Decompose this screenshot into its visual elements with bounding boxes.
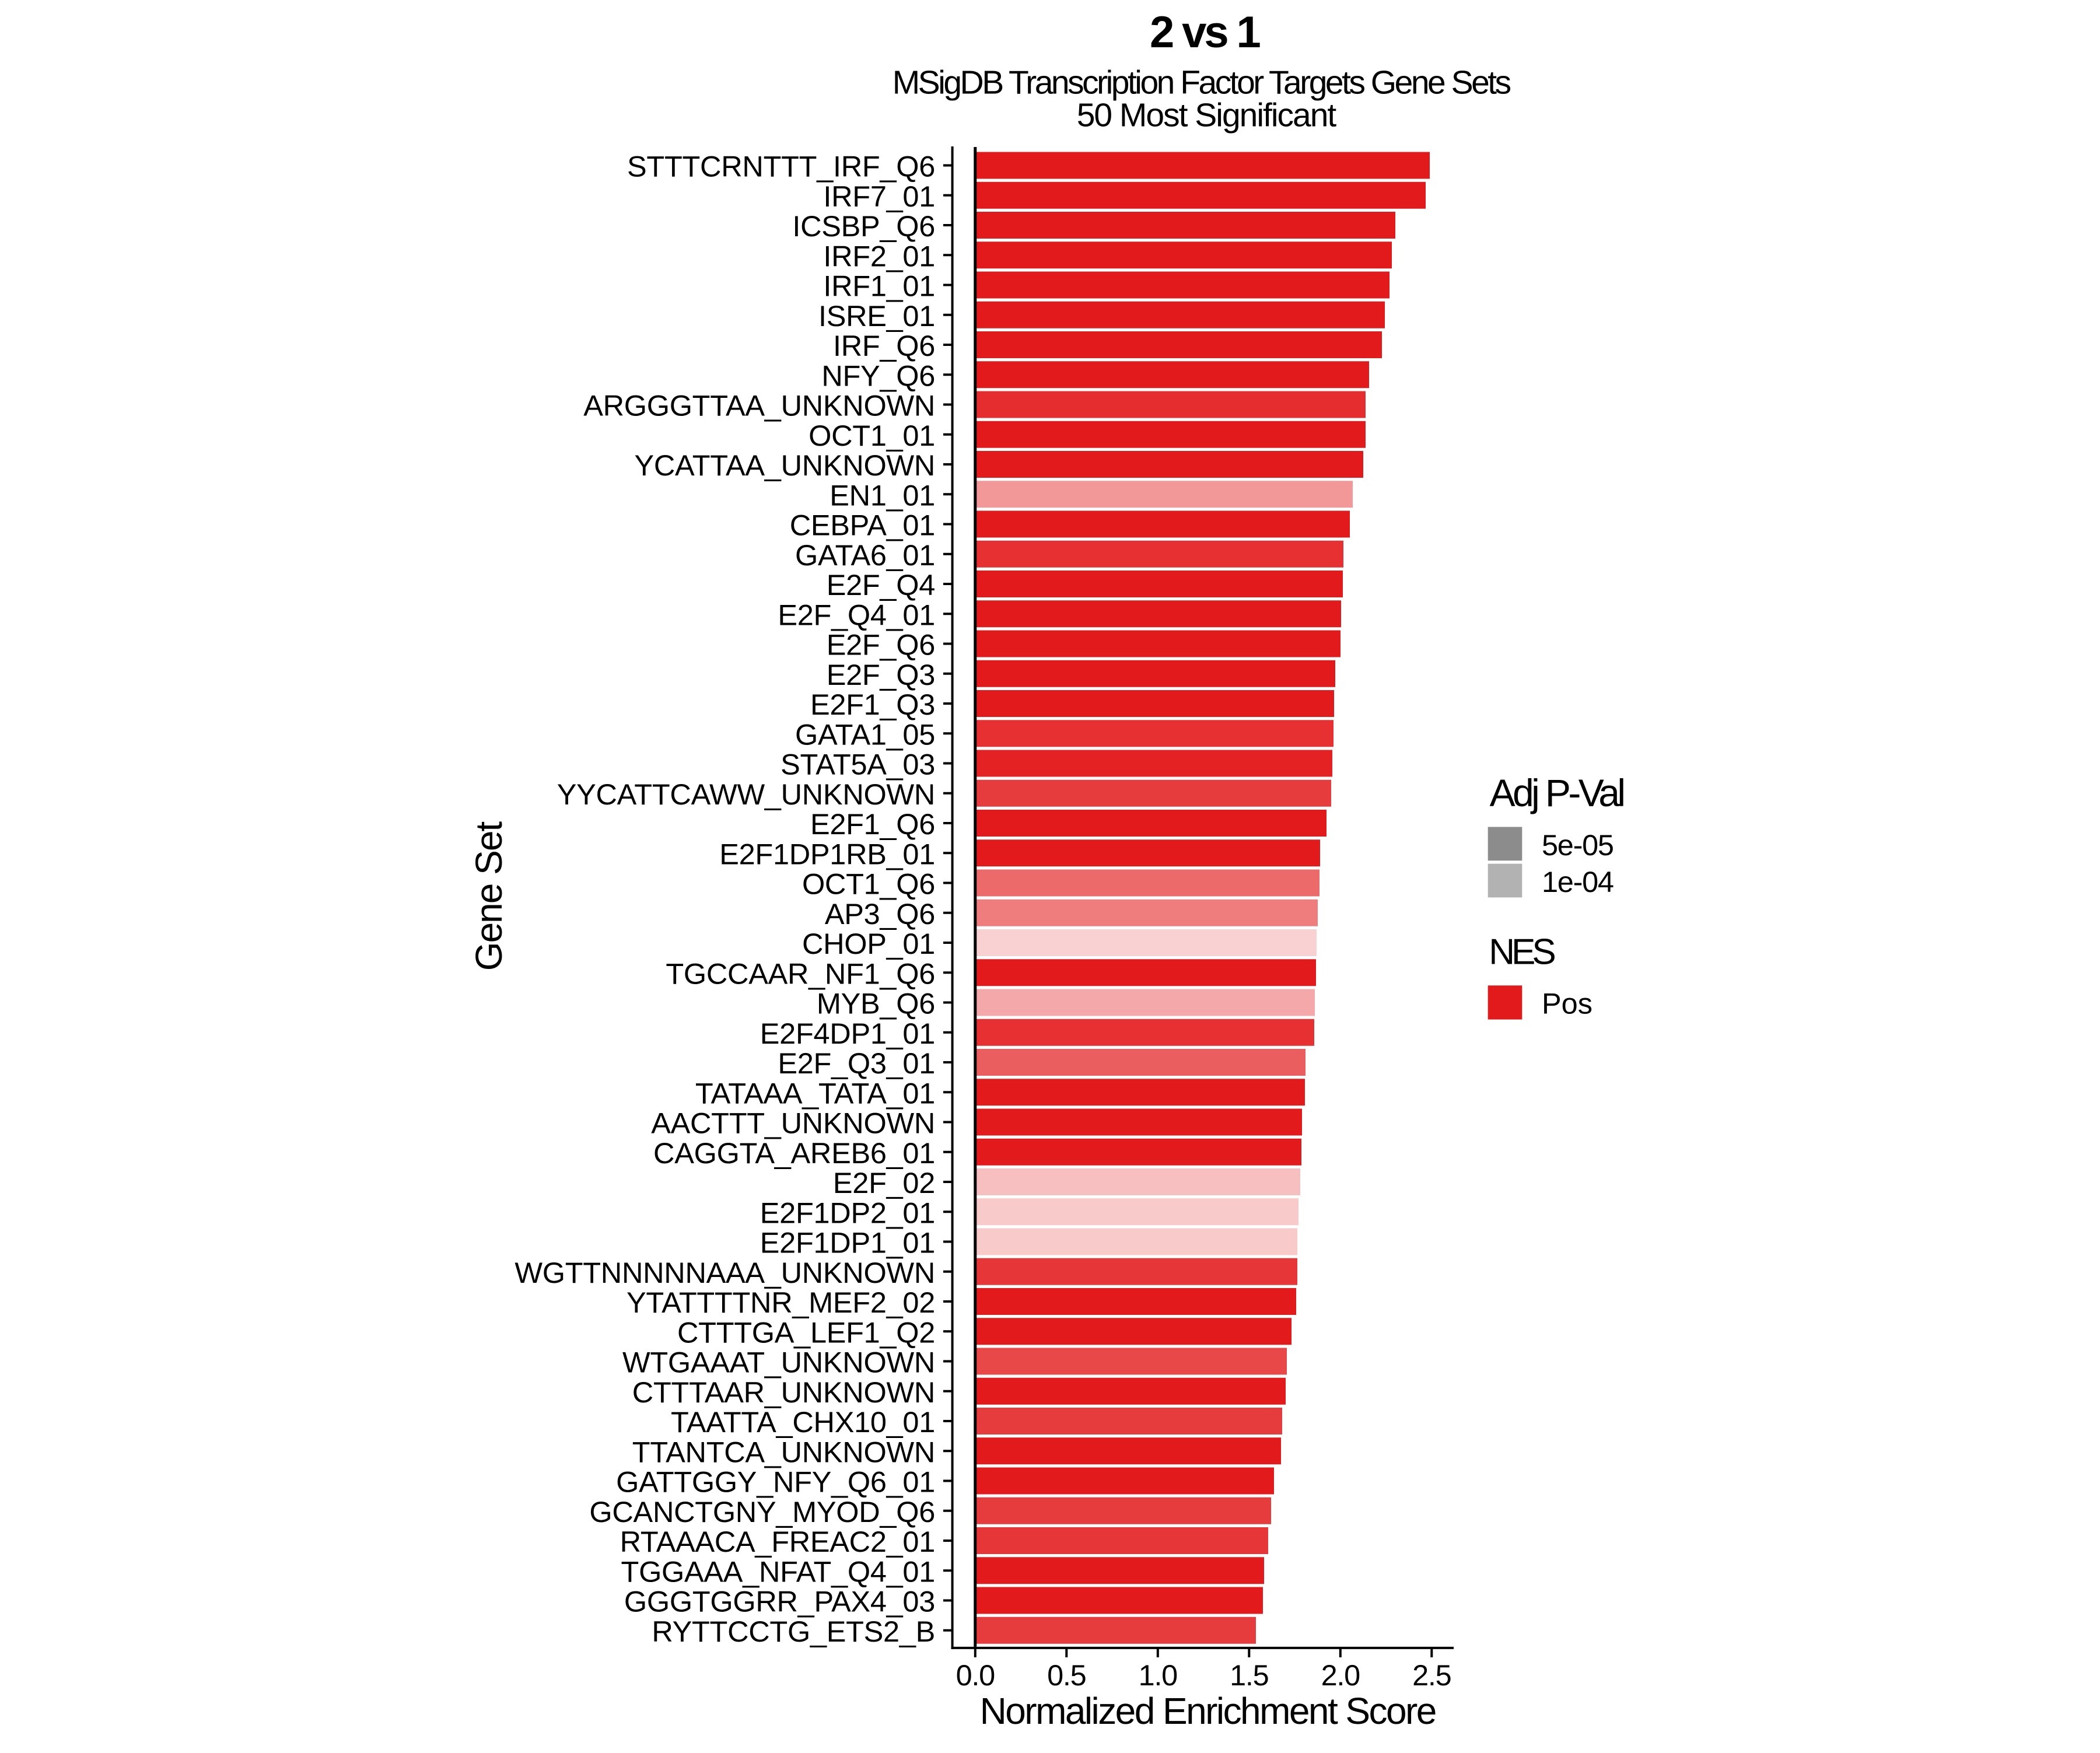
svg-text:NES: NES xyxy=(1489,932,1555,972)
svg-text:1e-04: 1e-04 xyxy=(1542,865,1614,898)
svg-text:MYB_Q6: MYB_Q6 xyxy=(817,987,935,1020)
svg-text:E2F1_Q6: E2F1_Q6 xyxy=(810,807,935,841)
svg-text:CEBPA_01: CEBPA_01 xyxy=(790,509,935,542)
svg-text:CHOP_01: CHOP_01 xyxy=(802,927,935,960)
svg-text:GCANCTGNY_MYOD_Q6: GCANCTGNY_MYOD_Q6 xyxy=(589,1495,935,1528)
svg-text:WTGAAAT_UNKNOWN: WTGAAAT_UNKNOWN xyxy=(622,1346,935,1379)
svg-text:50 Most Significant: 50 Most Significant xyxy=(1077,97,1337,134)
svg-text:OCT1_Q6: OCT1_Q6 xyxy=(802,867,935,901)
svg-text:IRF_Q6: IRF_Q6 xyxy=(833,329,935,362)
svg-text:5e-05: 5e-05 xyxy=(1542,828,1614,862)
svg-text:1.5: 1.5 xyxy=(1230,1658,1268,1692)
svg-text:E2F_Q4: E2F_Q4 xyxy=(827,568,935,601)
svg-text:MSigDB Transcription Factor Ta: MSigDB Transcription Factor Targets Gene… xyxy=(892,64,1511,102)
svg-text:Normalized Enrichment Score: Normalized Enrichment Score xyxy=(980,1690,1436,1732)
svg-text:E2F_Q3_01: E2F_Q3_01 xyxy=(778,1047,935,1080)
svg-text:EN1_01: EN1_01 xyxy=(830,478,935,512)
svg-text:ARGGGTTAA_UNKNOWN: ARGGGTTAA_UNKNOWN xyxy=(583,389,935,422)
svg-text:GATA6_01: GATA6_01 xyxy=(795,538,935,572)
svg-text:ICSBP_Q6: ICSBP_Q6 xyxy=(792,209,935,243)
svg-text:YTATTTTNR_MEF2_02: YTATTTTNR_MEF2_02 xyxy=(626,1286,935,1319)
svg-text:GATA1_05: GATA1_05 xyxy=(795,718,935,751)
svg-text:2.0: 2.0 xyxy=(1321,1658,1360,1692)
svg-text:1.0: 1.0 xyxy=(1139,1658,1178,1692)
svg-text:STAT5A_03: STAT5A_03 xyxy=(780,748,935,781)
svg-text:2 vs 1: 2 vs 1 xyxy=(1150,8,1261,57)
svg-text:STTTCRNTTT_IRF_Q6: STTTCRNTTT_IRF_Q6 xyxy=(627,150,935,183)
svg-text:RTAAACA_FREAC2_01: RTAAACA_FREAC2_01 xyxy=(620,1525,935,1558)
svg-text:ISRE_01: ISRE_01 xyxy=(818,299,935,333)
svg-text:YCATTAA_UNKNOWN: YCATTAA_UNKNOWN xyxy=(635,449,936,482)
svg-text:WGTTNNNNNAAA_UNKNOWN: WGTTNNNNNAAA_UNKNOWN xyxy=(514,1256,935,1289)
svg-text:TAATTA_CHX10_01: TAATTA_CHX10_01 xyxy=(671,1405,935,1439)
svg-text:E2F4DP1_01: E2F4DP1_01 xyxy=(760,1017,935,1050)
svg-text:Adj P-Val: Adj P-Val xyxy=(1490,771,1624,814)
svg-text:E2F1_Q3: E2F1_Q3 xyxy=(810,688,935,721)
svg-text:NFY_Q6: NFY_Q6 xyxy=(821,359,935,392)
svg-text:E2F1DP1_01: E2F1DP1_01 xyxy=(760,1226,935,1259)
svg-text:CTTTGA_LEF1_Q2: CTTTGA_LEF1_Q2 xyxy=(677,1315,935,1349)
svg-text:2.5: 2.5 xyxy=(1412,1658,1451,1692)
svg-text:E2F_Q4_01: E2F_Q4_01 xyxy=(778,598,935,631)
svg-text:TGCCAAR_NF1_Q6: TGCCAAR_NF1_Q6 xyxy=(666,957,935,990)
svg-text:RYTTCCTG_ETS2_B: RYTTCCTG_ETS2_B xyxy=(652,1615,935,1648)
svg-text:IRF2_01: IRF2_01 xyxy=(823,239,935,272)
svg-text:0.0: 0.0 xyxy=(956,1658,995,1692)
svg-text:OCT1_01: OCT1_01 xyxy=(808,419,935,452)
svg-text:0.5: 0.5 xyxy=(1047,1658,1086,1692)
svg-text:Pos: Pos xyxy=(1542,987,1592,1020)
svg-text:GATTGGY_NFY_Q6_01: GATTGGY_NFY_Q6_01 xyxy=(616,1465,935,1499)
svg-text:CTTTAAR_UNKNOWN: CTTTAAR_UNKNOWN xyxy=(632,1376,935,1409)
svg-text:E2F_Q3: E2F_Q3 xyxy=(827,658,935,691)
svg-text:E2F1DP2_01: E2F1DP2_01 xyxy=(760,1196,935,1229)
svg-text:Gene Set: Gene Set xyxy=(468,821,510,971)
svg-text:AACTTT_UNKNOWN: AACTTT_UNKNOWN xyxy=(651,1107,935,1140)
svg-text:AP3_Q6: AP3_Q6 xyxy=(825,897,935,930)
svg-text:TATAAA_TATA_01: TATAAA_TATA_01 xyxy=(695,1076,935,1110)
svg-text:TGGAAA_NFAT_Q4_01: TGGAAA_NFAT_Q4_01 xyxy=(621,1555,935,1588)
svg-text:TTANTCA_UNKNOWN: TTANTCA_UNKNOWN xyxy=(632,1435,935,1468)
svg-text:E2F1DP1RB_01: E2F1DP1RB_01 xyxy=(719,837,935,870)
svg-text:E2F_02: E2F_02 xyxy=(833,1166,935,1199)
svg-text:CAGGTA_AREB6_01: CAGGTA_AREB6_01 xyxy=(653,1136,935,1170)
svg-text:GGGTGGRR_PAX4_03: GGGTGGRR_PAX4_03 xyxy=(624,1585,935,1618)
svg-text:E2F_Q6: E2F_Q6 xyxy=(827,628,935,662)
svg-text:IRF1_01: IRF1_01 xyxy=(823,270,935,303)
svg-text:YYCATTCAWW_UNKNOWN: YYCATTCAWW_UNKNOWN xyxy=(557,778,935,811)
svg-text:IRF7_01: IRF7_01 xyxy=(823,180,935,213)
